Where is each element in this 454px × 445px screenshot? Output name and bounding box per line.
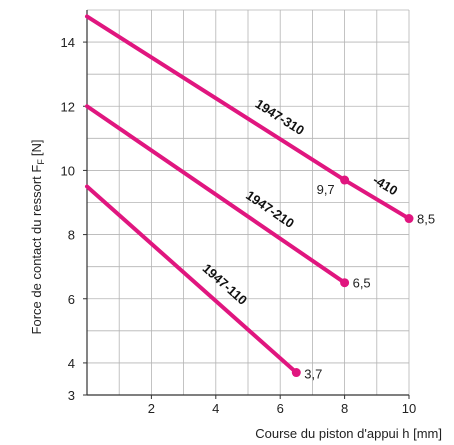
y-axis-label-main: Force de contact du ressort F — [29, 165, 44, 335]
y-tick-labels: 3 4 6 8 10 12 14 — [61, 35, 75, 403]
series-line — [85, 14, 347, 183]
x-tick-label: 4 — [212, 401, 219, 416]
series-end-point — [404, 214, 414, 224]
series-line — [342, 178, 411, 221]
x-tick-labels: 2 4 6 8 10 — [148, 401, 416, 416]
y-axis-label-sub: F — [36, 159, 46, 165]
y-tick-label: 12 — [61, 99, 75, 114]
series-end-value: 9,7 — [317, 182, 335, 197]
x-axis-label: Course du piston d'appui h [mm] — [255, 426, 442, 441]
series-points — [291, 175, 414, 378]
y-axis-label-unit: [N] — [29, 140, 44, 157]
series-lines — [85, 14, 411, 375]
series-end-point — [340, 175, 350, 185]
series-end-point — [340, 278, 350, 288]
series-end-value: 8,5 — [417, 212, 435, 227]
x-tick-label: 10 — [402, 401, 416, 416]
y-tick-label: 10 — [61, 163, 75, 178]
y-tick-label: 3 — [68, 388, 75, 403]
series-line — [85, 184, 299, 375]
x-tick-label: 6 — [277, 401, 284, 416]
series-end-value: 6,5 — [353, 276, 371, 291]
x-tick-label: 8 — [341, 401, 348, 416]
grid — [87, 9, 410, 395]
series-name-label: 1947-110 — [200, 261, 250, 308]
series-name-label: -410 — [370, 172, 400, 198]
y-axis-label: Force de contact du ressort FF [N] — [29, 140, 46, 335]
y-tick-label: 6 — [68, 292, 75, 307]
series-line — [85, 104, 347, 285]
x-tick-label: 2 — [148, 401, 155, 416]
series-name-label: 1947-210 — [243, 187, 297, 230]
series-end-point — [291, 368, 301, 378]
y-tick-label: 14 — [61, 35, 75, 50]
y-tick-label: 4 — [68, 356, 75, 371]
y-tick-label: 8 — [68, 228, 75, 243]
series-end-value: 3,7 — [304, 367, 322, 382]
axes — [83, 10, 410, 399]
